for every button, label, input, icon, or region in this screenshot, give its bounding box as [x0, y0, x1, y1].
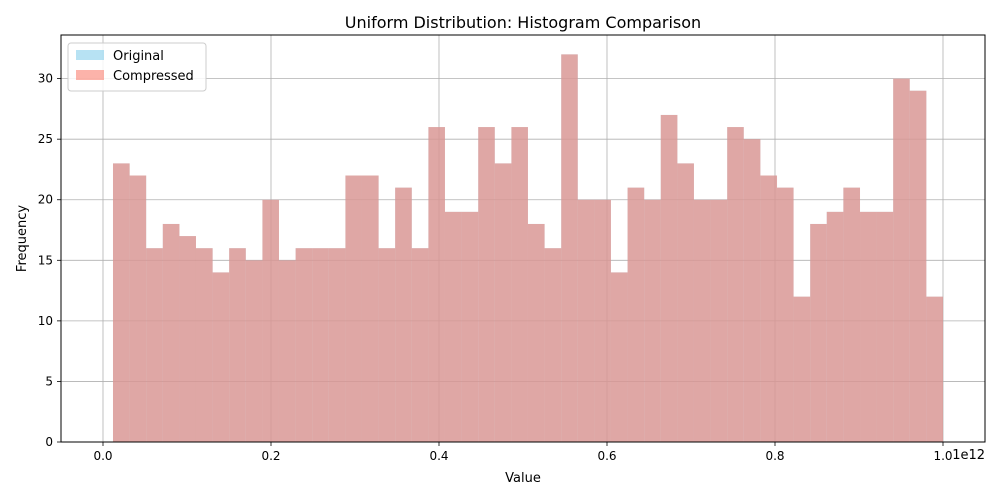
bar-compressed — [395, 187, 412, 442]
x-tick-label: 0.0 — [93, 449, 112, 463]
bar-compressed — [843, 187, 861, 442]
legend: Original Compressed — [67, 42, 207, 92]
bar-compressed — [212, 272, 230, 442]
x-axis-offset-label: 1e12 — [952, 448, 985, 463]
x-tick-label: 0.4 — [429, 449, 448, 463]
bar-compressed — [909, 90, 927, 442]
legend-label-compressed: Compressed — [113, 69, 194, 84]
bars — [112, 54, 943, 443]
chart-title: Uniform Distribution: Histogram Comparis… — [345, 13, 701, 32]
x-tick-label: 0.2 — [261, 449, 280, 463]
bar-compressed — [926, 296, 943, 442]
y-axis-label: Frequency — [15, 205, 30, 272]
y-tick-label: 5 — [45, 374, 53, 388]
bar-compressed — [710, 199, 728, 442]
legend-swatch-compressed — [76, 70, 104, 80]
bar-compressed — [179, 236, 196, 442]
bar-compressed — [860, 211, 877, 442]
y-tick-label: 10 — [38, 314, 53, 328]
bar-compressed — [561, 54, 578, 442]
x-tick-label: 0.8 — [765, 449, 784, 463]
bar-compressed — [876, 211, 894, 442]
bar-compressed — [229, 248, 246, 442]
bar-compressed — [793, 296, 811, 442]
bar-compressed — [245, 260, 263, 442]
bar-compressed — [660, 114, 678, 443]
bar-compressed — [195, 248, 213, 442]
bar-compressed — [777, 187, 794, 442]
bar-compressed — [577, 199, 595, 442]
bar-compressed — [826, 211, 844, 442]
bar-compressed — [444, 211, 462, 442]
axes-frame — [60, 34, 986, 443]
bar-compressed — [361, 175, 379, 442]
bar-compressed — [378, 248, 396, 442]
y-tick-label: 30 — [38, 72, 53, 86]
bar-compressed — [893, 78, 910, 442]
x-axis-label: Value — [505, 471, 541, 486]
bar-compressed — [129, 175, 147, 442]
x-tick-label: 0.6 — [597, 449, 616, 463]
bar-compressed — [627, 187, 645, 442]
bar-compressed — [478, 127, 495, 443]
bar-compressed — [527, 223, 545, 442]
bar-compressed — [644, 199, 661, 442]
bar-compressed — [727, 127, 744, 443]
bar-compressed — [312, 248, 329, 442]
bar-compressed — [162, 223, 180, 442]
axis-ticks: 0.0 0.2 0.4 0.6 0.8 1.0 0 5 10 15 20 25 30 — [38, 72, 953, 463]
bar-compressed — [428, 127, 445, 443]
bar-compressed — [146, 248, 163, 442]
bar-compressed — [262, 199, 279, 442]
bar-compressed — [594, 199, 611, 442]
y-tick-label: 0 — [45, 435, 53, 449]
bar-compressed — [610, 272, 628, 442]
bar-compressed — [760, 175, 778, 442]
bar-compressed — [511, 127, 528, 443]
bar-compressed — [461, 211, 479, 442]
bar-compressed — [494, 163, 512, 442]
bar-compressed — [411, 248, 429, 442]
bar-compressed — [295, 248, 313, 442]
bar-compressed — [693, 199, 711, 442]
y-tick-label: 15 — [38, 253, 53, 267]
bar-compressed — [677, 163, 694, 442]
bar-compressed — [112, 163, 130, 442]
bar-compressed — [278, 260, 296, 442]
legend-swatch-original — [76, 50, 104, 60]
bar-compressed — [544, 248, 562, 442]
bar-compressed — [328, 248, 346, 442]
y-tick-label: 20 — [38, 193, 53, 207]
legend-label-original: Original — [113, 49, 164, 64]
bar-compressed — [810, 223, 827, 442]
bar-compressed — [743, 139, 761, 443]
x-tick-label: 1.0 — [933, 449, 952, 463]
bar-compressed — [345, 175, 362, 442]
y-tick-label: 25 — [38, 132, 53, 146]
